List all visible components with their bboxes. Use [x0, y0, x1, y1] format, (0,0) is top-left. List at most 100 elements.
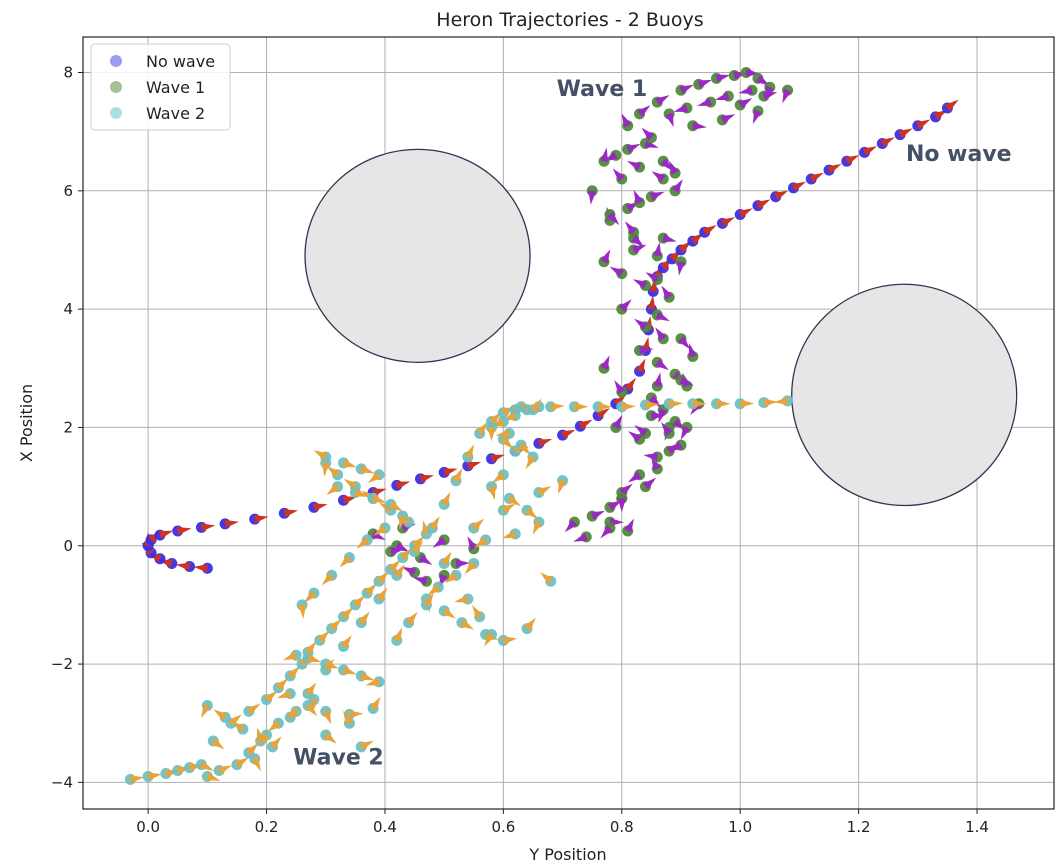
heading-arrow — [763, 398, 778, 407]
heading-arrow — [360, 465, 375, 474]
heading-arrow — [609, 266, 624, 278]
chart-title: Heron Trajectories - 2 Buoys — [436, 9, 703, 31]
heading-arrow — [129, 775, 145, 784]
heading-arrow — [200, 523, 216, 532]
heading-arrow — [411, 540, 423, 555]
heading-arrow — [471, 605, 484, 619]
heading-arrow — [537, 486, 552, 497]
heading-arrow — [655, 359, 669, 371]
heading-arrow — [791, 181, 807, 192]
heading-arrow — [773, 190, 789, 201]
heading-arrow — [658, 408, 667, 423]
heading-arrow — [588, 190, 597, 205]
series-wave-1 — [367, 66, 794, 589]
heading-arrow — [651, 171, 666, 183]
heading-arrow — [740, 399, 755, 408]
legend-label: Wave 2 — [146, 104, 205, 123]
heading-arrow — [352, 595, 366, 608]
heading-arrow — [206, 772, 221, 781]
heading-arrow — [578, 419, 593, 430]
heading-arrow — [304, 590, 317, 603]
heading-arrow — [388, 559, 401, 573]
plot-frame — [82, 36, 1055, 810]
heading-arrow — [246, 703, 261, 715]
heading-arrow — [419, 475, 434, 483]
annotation-label: No wave — [906, 142, 1012, 167]
heading-arrow — [600, 249, 611, 264]
heading-arrow — [738, 86, 753, 95]
annotation-label: Wave 2 — [293, 746, 384, 771]
heading-arrow — [199, 761, 214, 771]
heading-arrow — [655, 327, 667, 341]
heading-arrow — [660, 158, 674, 172]
heading-arrow — [464, 444, 475, 459]
heading-arrow — [614, 380, 626, 395]
heading-arrow — [501, 503, 516, 514]
heading-arrow — [653, 242, 662, 257]
heading-arrow — [213, 709, 228, 721]
heading-arrow — [673, 104, 689, 112]
heading-arrow — [500, 436, 514, 450]
heading-arrow — [600, 525, 613, 539]
heading-arrow — [692, 121, 707, 130]
heading-arrow — [648, 395, 662, 408]
heading-arrow — [677, 261, 685, 276]
heading-arrow — [313, 503, 328, 512]
heading-arrow — [495, 429, 510, 438]
heading-arrow — [393, 564, 406, 578]
heading-arrow — [432, 536, 447, 548]
heading-arrow — [443, 468, 458, 477]
heading-arrow — [624, 377, 636, 392]
heading-arrow — [454, 595, 469, 603]
heading-arrow — [283, 509, 299, 518]
heading-arrow — [574, 402, 589, 411]
x-tick-label: 0.0 — [136, 818, 160, 836]
heading-arrow — [600, 355, 610, 370]
heading-arrow — [388, 500, 403, 512]
heading-arrow — [773, 396, 789, 405]
heading-arrow — [359, 740, 374, 751]
heading-arrow — [328, 618, 342, 632]
heading-arrow — [398, 515, 407, 530]
heading-arrow — [680, 425, 691, 440]
heading-arrow — [697, 79, 713, 89]
heading-arrow — [862, 146, 878, 156]
heading-arrow — [647, 295, 656, 310]
heading-arrow — [916, 119, 931, 130]
heading-arrow — [375, 587, 388, 602]
heading-arrow — [428, 516, 440, 531]
x-tick-label: 0.8 — [610, 818, 634, 836]
heading-arrow — [466, 462, 482, 470]
heading-arrow — [323, 731, 337, 744]
heading-arrow — [632, 244, 647, 254]
heading-arrow — [782, 88, 792, 104]
heading-arrow — [525, 454, 537, 470]
heading-arrow — [371, 530, 386, 541]
heading-arrow — [738, 208, 753, 219]
heading-arrow — [677, 336, 691, 350]
heading-arrow — [321, 462, 330, 477]
heading-arrow — [665, 112, 674, 128]
heading-arrow — [641, 127, 655, 141]
heading-arrow — [304, 682, 317, 697]
heading-arrow — [349, 710, 364, 719]
x-tick-label: 0.6 — [491, 818, 515, 836]
heading-arrow — [275, 677, 289, 691]
heading-arrow — [645, 400, 660, 409]
heading-arrow — [326, 466, 341, 478]
heading-arrow — [668, 441, 683, 452]
heading-arrow — [714, 92, 730, 101]
heading-arrow — [598, 402, 613, 411]
heading-arrow — [634, 318, 648, 331]
heading-arrow — [390, 547, 405, 556]
buoy-1 — [304, 148, 531, 364]
heading-arrow — [467, 536, 478, 551]
heading-arrow — [358, 611, 370, 626]
x-tick-label: 0.2 — [255, 818, 279, 836]
x-tick-label: 1.4 — [965, 818, 989, 836]
heading-arrow — [633, 189, 644, 205]
heading-arrow — [365, 677, 381, 686]
x-tick-label: 0.4 — [373, 818, 397, 836]
heading-arrow — [455, 559, 470, 568]
